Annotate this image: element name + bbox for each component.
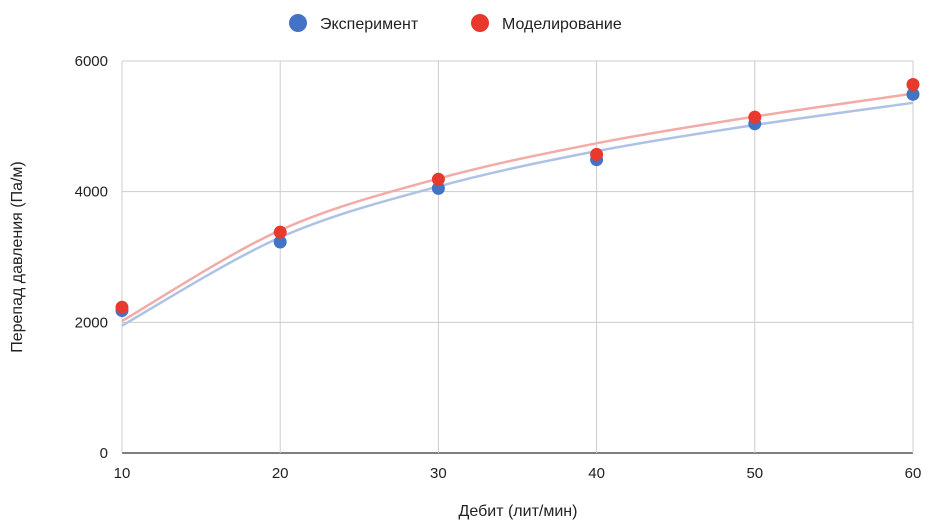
x-tick-label: 40 (588, 465, 605, 482)
y-tick-label: 0 (100, 445, 108, 462)
data-point-series-1 (906, 87, 920, 101)
legend-label-series-2: Моделирование (502, 16, 622, 33)
x-axis-title: Дебит (лит/мин) (459, 503, 578, 520)
x-tick-label: 50 (746, 465, 763, 482)
x-tick-label: 60 (905, 465, 922, 482)
data-point-series-2 (273, 225, 287, 239)
legend: Эксперимент Моделирование (289, 14, 622, 33)
grid (121, 60, 914, 454)
x-tick-label: 30 (430, 465, 447, 482)
data-point-series-2 (590, 147, 604, 161)
trendline-series-2 (121, 92, 914, 323)
data-point-series-1 (273, 235, 287, 249)
x-tick-label: 10 (114, 465, 131, 482)
legend-marker-series-2 (471, 14, 489, 32)
legend-label-series-1: Эксперимент (320, 16, 419, 33)
x-tick-label: 20 (272, 465, 289, 482)
trendlines (121, 92, 914, 327)
y-tick-label: 6000 (75, 53, 108, 70)
data-point-series-2 (431, 172, 445, 186)
data-point-series-2 (748, 110, 762, 124)
y-tick-label: 2000 (75, 314, 108, 331)
data-points (115, 78, 920, 318)
y-tick-label: 4000 (75, 184, 108, 201)
tick-labels: 0 2000 4000 6000 10 20 30 40 50 60 (75, 53, 922, 482)
data-point-series-1 (431, 181, 445, 195)
legend-marker-series-1 (289, 14, 307, 32)
data-point-series-2 (906, 78, 920, 92)
y-axis-title: Перепад давления (Па/м) (9, 161, 26, 353)
data-point-series-2 (115, 300, 129, 314)
trendline-series-1 (121, 101, 914, 327)
